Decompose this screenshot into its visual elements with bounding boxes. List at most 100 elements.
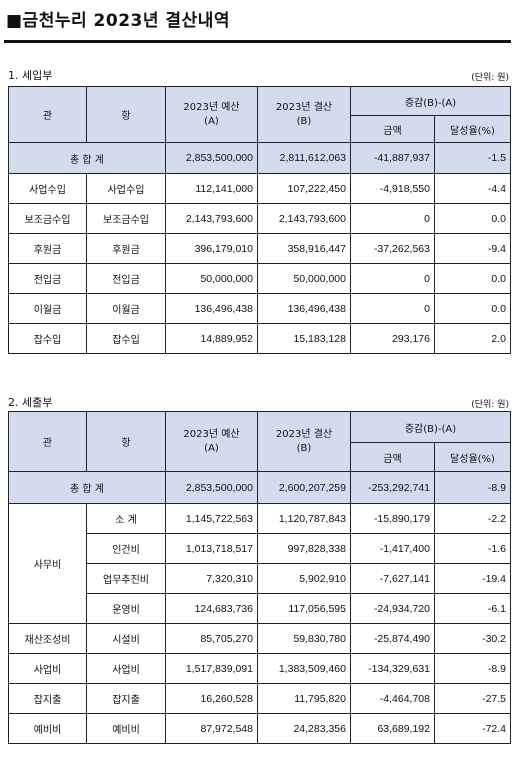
income-budget-cell: 112,141,000 xyxy=(165,173,258,204)
income-total-label: 총 합 계 xyxy=(8,142,166,174)
expense-section-label: 2. 세출부 xyxy=(8,396,53,409)
expense-rate-cell: -30.2 xyxy=(433,623,512,654)
expense-total-amount: -253,292,741 xyxy=(350,471,435,504)
income-header-gwan: 관 xyxy=(8,86,87,143)
income-gwan-cell: 전입금 xyxy=(8,263,87,294)
expense-hang-cell: 사업비 xyxy=(86,653,166,684)
income-table: 관 항 2023년 예산 (A) 2023년 결산 (B) 증감(B)-(A) … xyxy=(8,86,512,354)
income-settle-cell: 136,496,438 xyxy=(257,293,351,324)
income-gwan-cell: 후원금 xyxy=(8,233,87,264)
expense-budget-cell: 16,260,528 xyxy=(165,683,258,714)
expense-amount-cell: -24,934,720 xyxy=(350,593,435,624)
income-rate-cell: 0.0 xyxy=(433,203,512,234)
income-rate-cell: -4.4 xyxy=(433,173,512,204)
income-amount-cell: 293,176 xyxy=(350,323,435,354)
title-underline xyxy=(4,40,511,43)
expense-settle-cell: 1,383,509,460 xyxy=(257,653,351,684)
expense-office-gwan-cell: 사무비 xyxy=(8,503,87,624)
expense-header-rate: 달성율(%) xyxy=(433,442,512,472)
expense-total-settle: 2,600,207,259 xyxy=(257,471,351,504)
expense-total-rate: -8.9 xyxy=(433,471,512,504)
income-total-amount: -41,887,937 xyxy=(350,142,435,174)
expense-rate-cell: -27.5 xyxy=(433,683,512,714)
table-row: 전입금 전입금 50,000,000 50,000,000 0 0.0 xyxy=(8,263,512,294)
expense-amount-cell: -15,890,179 xyxy=(350,503,435,534)
expense-header-gwan: 관 xyxy=(8,411,87,472)
income-amount-cell: -37,262,563 xyxy=(350,233,435,264)
income-header-settle: 2023년 결산 (B) xyxy=(257,86,351,143)
expense-hang-cell: 업무추진비 xyxy=(86,563,166,594)
expense-settle-cell: 997,828,338 xyxy=(257,533,351,564)
income-header-settle-line1: 2023년 결산 xyxy=(275,101,333,113)
expense-amount-cell: -1,417,400 xyxy=(350,533,435,564)
expense-header-budget: 2023년 예산 (A) xyxy=(165,411,258,472)
expense-gwan-cell: 재산조성비 xyxy=(8,623,87,654)
expense-gwan-cell: 사업비 xyxy=(8,653,87,684)
income-header-budget-line2: (A) xyxy=(204,115,219,127)
expense-rate-cell: -8.9 xyxy=(433,653,512,684)
expense-total-row: 총 합 계 2,853,500,000 2,600,207,259 -253,2… xyxy=(8,471,512,504)
table-row: 잡지출 잡지출 16,260,528 11,795,820 -4,464,708… xyxy=(8,683,512,714)
income-hang-cell: 후원금 xyxy=(86,233,166,264)
expense-rate-cell: -2.2 xyxy=(433,503,512,534)
expense-hang-cell: 시설비 xyxy=(86,623,166,654)
income-budget-cell: 2,143,793,600 xyxy=(165,203,258,234)
income-rate-cell: 0.0 xyxy=(433,293,512,324)
expense-budget-cell: 124,683,736 xyxy=(165,593,258,624)
income-settle-cell: 358,916,447 xyxy=(257,233,351,264)
expense-total-budget: 2,853,500,000 xyxy=(165,471,258,504)
income-unit-label: (단위: 원) xyxy=(471,73,509,83)
income-rate-cell: 2.0 xyxy=(433,323,512,354)
income-hang-cell: 보조금수입 xyxy=(86,203,166,234)
expense-rate-cell: -1.6 xyxy=(433,533,512,564)
expense-hang-cell: 인건비 xyxy=(86,533,166,564)
expense-budget-cell: 1,013,718,517 xyxy=(165,533,258,564)
income-header-amount: 금액 xyxy=(350,115,435,143)
expense-header-amount: 금액 xyxy=(350,442,435,472)
income-rate-cell: -9.4 xyxy=(433,233,512,264)
table-row: 이월금 이월금 136,496,438 136,496,438 0 0.0 xyxy=(8,293,512,324)
expense-table: 관 항 2023년 예산 (A) 2023년 결산 (B) 증감(B)-(A) … xyxy=(8,411,512,744)
income-total-budget: 2,853,500,000 xyxy=(165,142,258,174)
expense-hang-cell: 잡지출 xyxy=(86,683,166,714)
table-row: 사업수입 사업수입 112,141,000 107,222,450 -4,918… xyxy=(8,173,512,204)
expense-unit-label: (단위: 원) xyxy=(471,400,509,410)
expense-rate-cell: -72.4 xyxy=(433,713,512,744)
income-header-budget-line1: 2023년 예산 xyxy=(183,101,240,113)
expense-settle-cell: 117,056,595 xyxy=(257,593,351,624)
expense-amount-cell: -25,874,490 xyxy=(350,623,435,654)
income-amount-cell: -4,918,550 xyxy=(350,173,435,204)
income-hang-cell: 잡수입 xyxy=(86,323,166,354)
expense-amount-cell: -4,464,708 xyxy=(350,683,435,714)
expense-amount-cell: -134,329,631 xyxy=(350,653,435,684)
income-rate-cell: 0.0 xyxy=(433,263,512,294)
table-row: 사업비 사업비 1,517,839,091 1,383,509,460 -134… xyxy=(8,653,512,684)
income-budget-cell: 14,889,952 xyxy=(165,323,258,354)
document-title: ■금천누리 2023년 결산내역 xyxy=(6,11,230,31)
income-settle-cell: 15,183,128 xyxy=(257,323,351,354)
table-row: 보조금수입 보조금수입 2,143,793,600 2,143,793,600 … xyxy=(8,203,512,234)
income-amount-cell: 0 xyxy=(350,263,435,294)
expense-gwan-cell: 잡지출 xyxy=(8,683,87,714)
expense-header-budget-line2: (A) xyxy=(204,442,219,454)
expense-settle-cell: 11,795,820 xyxy=(257,683,351,714)
income-total-rate: -1.5 xyxy=(433,142,512,174)
income-gwan-cell: 사업수입 xyxy=(8,173,87,204)
table-row: 예비비 예비비 87,972,548 24,283,356 63,689,192… xyxy=(8,713,512,744)
expense-hang-cell: 운영비 xyxy=(86,593,166,624)
income-gwan-cell: 잡수입 xyxy=(8,323,87,354)
income-hang-cell: 사업수입 xyxy=(86,173,166,204)
table-row: 재산조성비 시설비 85,705,270 59,830,780 -25,874,… xyxy=(8,623,512,654)
income-hang-cell: 전입금 xyxy=(86,263,166,294)
income-hang-cell: 이월금 xyxy=(86,293,166,324)
expense-rate-cell: -6.1 xyxy=(433,593,512,624)
expense-header-settle-line2: (B) xyxy=(296,442,312,454)
income-budget-cell: 136,496,438 xyxy=(165,293,258,324)
income-budget-cell: 396,179,010 xyxy=(165,233,258,264)
income-settle-cell: 107,222,450 xyxy=(257,173,351,204)
table-row: 후원금 후원금 396,179,010 358,916,447 -37,262,… xyxy=(8,233,512,264)
expense-header-settle-line1: 2023년 결산 xyxy=(275,428,333,440)
expense-amount-cell: 63,689,192 xyxy=(350,713,435,744)
table-row: 인건비 1,013,718,517 997,828,338 -1,417,400… xyxy=(9,533,512,564)
expense-total-label: 총 합 계 xyxy=(8,471,166,504)
